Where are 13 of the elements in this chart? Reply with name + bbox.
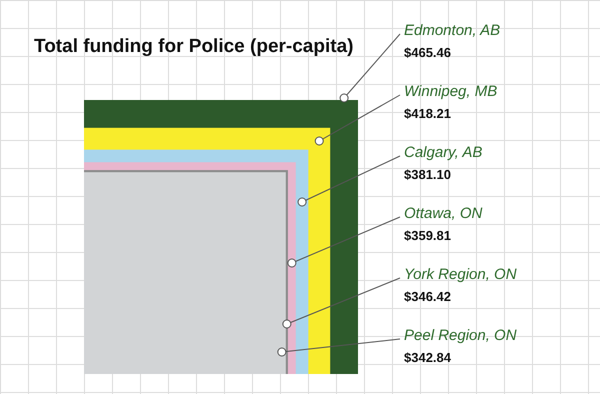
data-label: $465.46 — [404, 45, 452, 60]
category-label: Calgary, AB — [404, 144, 482, 161]
data-label: $342.84 — [404, 350, 452, 365]
data-label: $418.21 — [404, 106, 452, 121]
data-label: $346.42 — [404, 289, 452, 304]
category-label: Ottawa, ON — [404, 205, 482, 222]
category-label: Edmonton, AB — [404, 22, 500, 39]
category-label: Winnipeg, MB — [404, 83, 498, 100]
category-label: York Region, ON — [404, 266, 517, 283]
data-label: $359.81 — [404, 228, 452, 243]
data-label: $381.10 — [404, 167, 452, 182]
text: Total funding for Police (per-capita) — [34, 36, 354, 58]
category-label: Peel Region, ON — [404, 327, 517, 344]
